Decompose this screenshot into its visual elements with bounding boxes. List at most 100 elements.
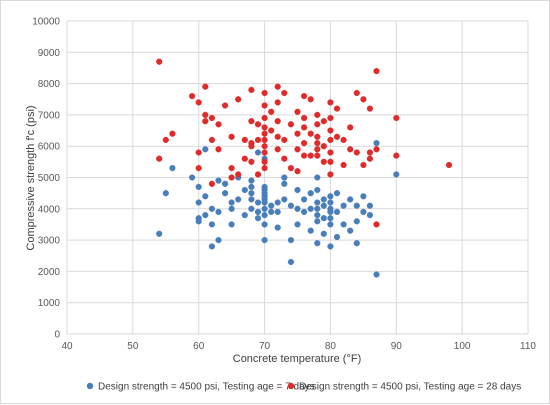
data-point — [314, 140, 321, 147]
data-point — [261, 158, 268, 165]
data-point — [248, 205, 255, 212]
tick-labels: 0 1000 2000 3000 4000 5000 6000 7000 8000 9000 100… — [32, 17, 536, 353]
data-point — [333, 190, 341, 197]
data-point — [208, 136, 216, 144]
data-point — [360, 161, 367, 169]
data-point — [222, 190, 229, 197]
data-point — [333, 133, 341, 140]
data-point — [274, 199, 281, 206]
data-point — [254, 171, 262, 178]
data-point — [294, 168, 301, 175]
data-point — [248, 196, 255, 203]
data-point — [156, 58, 163, 65]
data-point — [314, 133, 321, 140]
data-point — [340, 202, 347, 209]
data-point — [347, 146, 354, 153]
data-point — [294, 221, 301, 228]
data-point — [320, 196, 327, 203]
data-point — [261, 136, 268, 144]
data-point — [307, 130, 314, 137]
data-point — [320, 202, 327, 209]
data-point — [261, 165, 268, 172]
data-point — [373, 140, 380, 147]
data-point — [254, 199, 262, 206]
data-point — [373, 146, 380, 153]
data-point — [307, 190, 314, 197]
data-point — [281, 174, 288, 181]
data-point — [294, 205, 301, 212]
x-tick-label: 50 — [127, 341, 139, 352]
x-tick-label: 100 — [454, 341, 471, 352]
data-point — [228, 221, 235, 228]
y-tick-label: 9000 — [38, 48, 61, 59]
data-point — [156, 230, 163, 237]
data-point — [301, 152, 308, 159]
data-point — [353, 218, 360, 225]
data-point — [314, 146, 321, 153]
data-point — [320, 118, 327, 125]
data-point — [162, 190, 169, 197]
legend-label-7-days: Design strength = 4500 psi, Testing age … — [98, 382, 315, 393]
data-point — [327, 114, 334, 122]
data-point — [287, 165, 295, 172]
data-point — [215, 121, 222, 128]
data-point — [373, 271, 380, 278]
data-point — [222, 180, 229, 187]
data-point — [340, 221, 347, 228]
data-point — [261, 130, 268, 137]
legend-marker-28-days — [287, 382, 295, 390]
data-point — [327, 99, 334, 106]
data-point — [261, 212, 268, 219]
data-point — [274, 83, 281, 90]
data-point — [301, 114, 308, 122]
data-point — [261, 149, 268, 156]
data-point — [215, 177, 222, 184]
data-point — [261, 183, 268, 191]
data-point — [327, 221, 334, 228]
data-point — [261, 143, 268, 150]
data-point — [366, 202, 374, 209]
data-point — [235, 171, 242, 178]
data-point — [274, 224, 281, 231]
data-point — [393, 114, 400, 122]
data-point — [314, 152, 321, 159]
y-tick-label: 6000 — [38, 142, 61, 153]
data-point — [202, 118, 209, 125]
data-point — [314, 186, 321, 194]
data-point — [162, 136, 169, 144]
x-tick-label: 90 — [391, 341, 403, 352]
data-point — [366, 155, 374, 162]
data-point — [320, 230, 327, 237]
data-point — [333, 105, 341, 112]
data-point — [393, 171, 400, 178]
data-point — [307, 205, 314, 212]
data-point — [195, 183, 202, 191]
data-point — [307, 96, 314, 103]
data-point — [268, 208, 275, 216]
data-point — [254, 149, 262, 156]
data-point — [281, 155, 288, 162]
y-tick-label: 1000 — [38, 298, 61, 309]
data-point — [202, 146, 209, 153]
data-point — [215, 237, 222, 244]
data-point — [353, 149, 360, 156]
data-point — [202, 212, 209, 219]
data-point — [261, 124, 268, 131]
legend-marker-7-days — [86, 382, 94, 390]
data-point — [248, 143, 255, 150]
data-points — [156, 58, 453, 278]
data-point — [268, 202, 275, 209]
y-tick-label: 7000 — [38, 110, 61, 121]
y-axis-title: Compressive strength f'c (psi) — [25, 105, 37, 250]
data-point — [307, 152, 314, 159]
data-point — [327, 215, 334, 222]
data-point — [268, 108, 275, 115]
y-tick-label: 0 — [54, 330, 60, 341]
data-point — [228, 174, 235, 181]
data-point — [274, 99, 281, 106]
y-tick-label: 3000 — [38, 236, 61, 247]
data-point — [228, 199, 235, 206]
data-point — [314, 240, 321, 247]
